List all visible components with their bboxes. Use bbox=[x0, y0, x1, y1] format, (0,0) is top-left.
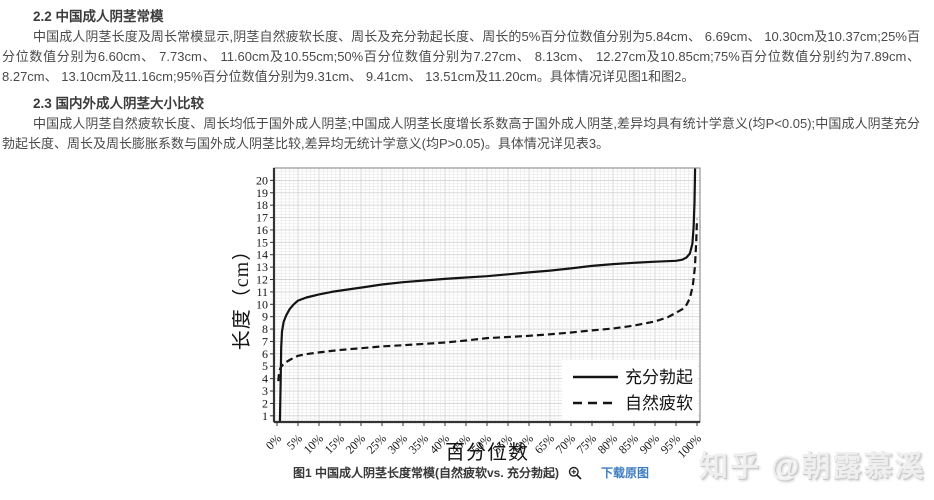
section-2-3-paragraph: 中国成人阴茎自然疲软长度、周长均低于国外成人阴茎;中国成人阴茎长度增长系数高于国… bbox=[2, 116, 920, 151]
legend-box bbox=[562, 360, 698, 420]
x-axis-title: 百分位数 bbox=[445, 441, 529, 463]
y-tick-label: 7 bbox=[262, 334, 268, 348]
x-tick-label: 15% bbox=[322, 431, 347, 456]
figure-caption: 图1 中国成人阴茎长度常模(自然疲软vs. 充分勃起) 下载原图 bbox=[232, 464, 710, 481]
watermark: 知乎 @朝露慕溪 bbox=[699, 451, 926, 483]
y-tick-label: 16 bbox=[256, 223, 268, 237]
y-axis-title: 长度（cm） bbox=[232, 240, 253, 350]
x-tick-label: 0% bbox=[263, 431, 284, 452]
y-tick-label: 14 bbox=[256, 248, 268, 262]
x-tick-label: 25% bbox=[364, 431, 389, 456]
x-tick-label: 10% bbox=[301, 431, 326, 456]
download-original-link[interactable]: 下载原图 bbox=[601, 466, 650, 480]
y-tick-label: 11 bbox=[256, 285, 268, 299]
legend-label: 充分勃起 bbox=[625, 368, 693, 387]
y-tick-label: 13 bbox=[256, 260, 268, 274]
y-tick-label: 3 bbox=[262, 384, 268, 398]
x-tick-label: 80% bbox=[595, 431, 620, 456]
y-tick-label: 18 bbox=[256, 198, 268, 212]
y-tick-label: 15 bbox=[256, 235, 268, 249]
y-tick-label: 2 bbox=[262, 396, 268, 410]
legend-label: 自然疲软 bbox=[625, 394, 693, 413]
curve-solid bbox=[278, 167, 697, 423]
article-body: 2.2 中国成人阴茎常模 中国成人阴茎长度及周长常模显示,阴茎自然疲软长度、周长… bbox=[2, 7, 920, 161]
curve-dashed bbox=[277, 218, 699, 382]
figure-1: 充分勃起 自然疲软 1 2 3 4 5 6 7 8 9 10 11 12 13 14 15 16 17 18 19 20 0… bbox=[232, 160, 710, 481]
y-tick-label: 19 bbox=[256, 186, 268, 200]
section-2-3-heading: 2.3 国内外成人阴茎大小比较 bbox=[33, 96, 205, 111]
y-tick-label: 9 bbox=[262, 310, 268, 324]
y-tick-label: 4 bbox=[262, 372, 268, 386]
x-tick-label: 70% bbox=[553, 431, 578, 456]
x-tick-label: 65% bbox=[532, 431, 557, 456]
x-tick-label: 75% bbox=[574, 431, 599, 456]
section-2-2-paragraph: 中国成人阴茎长度及周长常模显示,阴茎自然疲软长度、周长及充分勃起长度、周长的5%… bbox=[2, 29, 920, 84]
percentile-line-chart: 充分勃起自然疲软12345678910111213141516171819200… bbox=[232, 167, 704, 463]
x-tick-label: 90% bbox=[637, 431, 662, 456]
section-2-2-heading: 2.2 中国成人阴茎常模 bbox=[33, 9, 164, 24]
y-tick-label: 6 bbox=[262, 347, 268, 361]
y-tick-label: 5 bbox=[262, 359, 268, 373]
y-tick-label: 17 bbox=[256, 211, 268, 225]
section-2-2: 2.2 中国成人阴茎常模 中国成人阴茎长度及周长常模显示,阴茎自然疲软长度、周长… bbox=[2, 7, 920, 87]
y-tick-label: 10 bbox=[256, 297, 268, 311]
y-tick-label: 12 bbox=[256, 273, 268, 287]
x-tick-label: 20% bbox=[343, 431, 368, 456]
y-tick-label: 1 bbox=[262, 409, 268, 423]
zoom-in-icon[interactable] bbox=[568, 466, 582, 480]
y-tick-label: 20 bbox=[256, 173, 268, 187]
x-tick-label: 30% bbox=[385, 431, 410, 456]
y-tick-label: 8 bbox=[262, 322, 268, 336]
section-2-3: 2.3 国内外成人阴茎大小比较 中国成人阴茎自然疲软长度、周长均低于国外成人阴茎… bbox=[2, 94, 920, 154]
figure-caption-text: 图1 中国成人阴茎长度常模(自然疲软vs. 充分勃起) bbox=[292, 466, 559, 480]
x-tick-label: 85% bbox=[616, 431, 641, 456]
x-tick-label: 35% bbox=[406, 431, 431, 456]
